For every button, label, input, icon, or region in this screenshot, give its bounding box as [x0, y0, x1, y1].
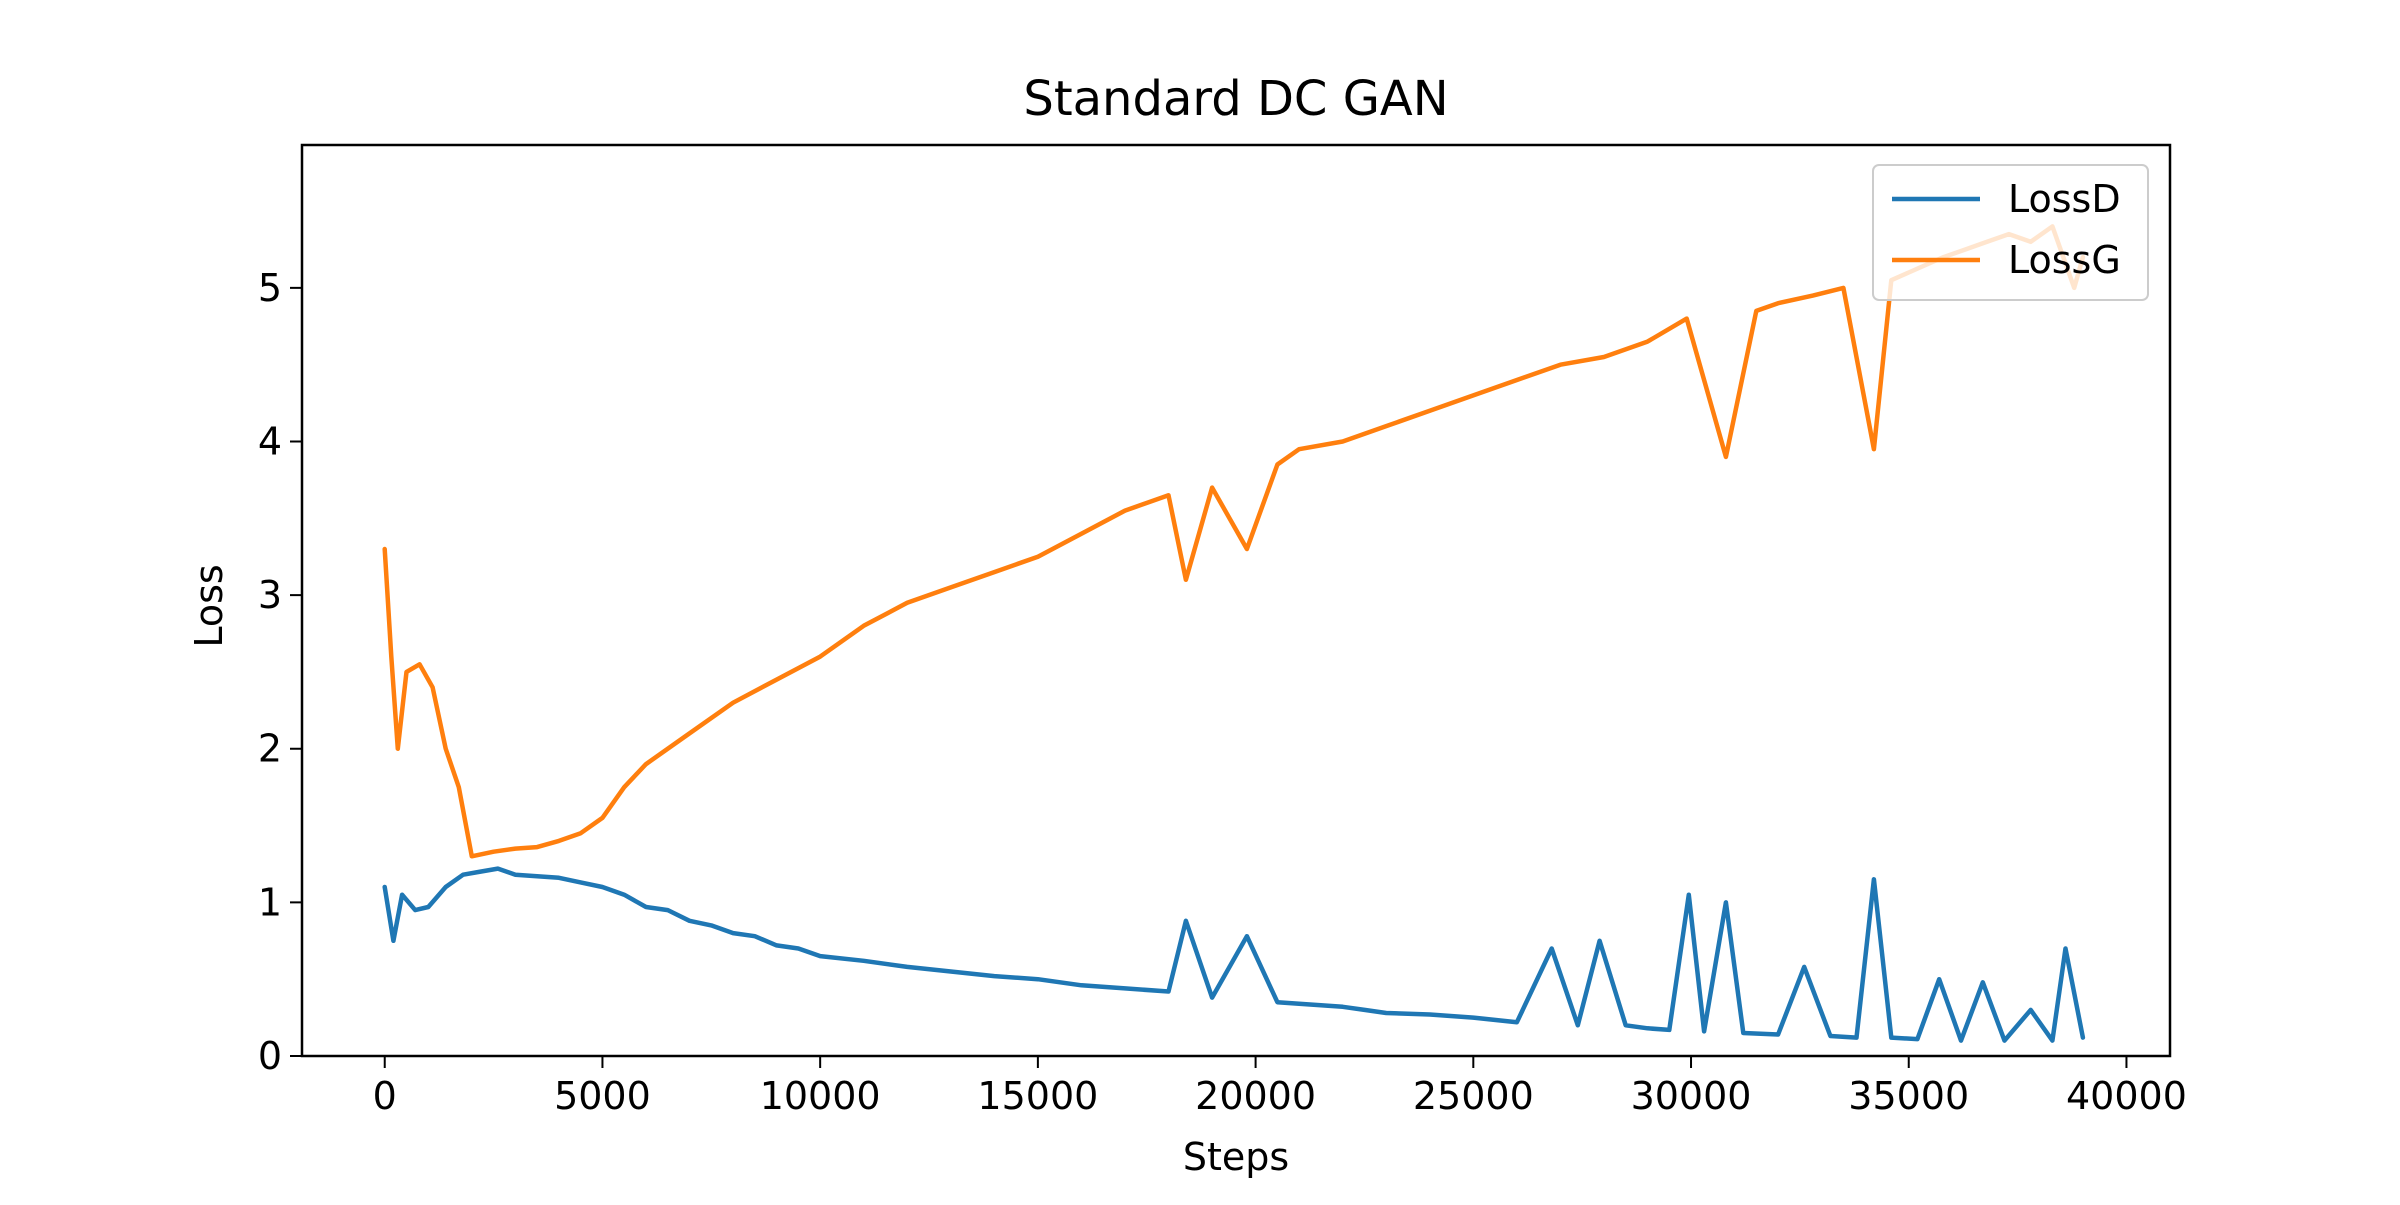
x-tick-label: 5000 [554, 1074, 651, 1118]
x-axis-label: Steps [1183, 1135, 1289, 1179]
series-lines [382, 224, 2086, 1043]
y-axis-ticks: 0 1 2 3 4 5 [258, 266, 302, 1078]
y-tick-label: 4 [258, 419, 282, 463]
x-tick-label: 15000 [977, 1074, 1098, 1118]
x-axis-ticks: 0 5000 10000 15000 20000 25000 30000 35000 40000 [373, 1056, 2187, 1118]
y-tick-label: 0 [258, 1034, 282, 1078]
x-tick-label: 20000 [1195, 1074, 1316, 1118]
legend: LossD LossG [1872, 164, 2149, 301]
y-tick-label: 2 [258, 727, 282, 771]
y-tick-label: 3 [258, 573, 282, 617]
x-tick-label: 30000 [1631, 1074, 1752, 1118]
legend-label-lossd: LossD [2008, 177, 2121, 221]
x-tick-label: 10000 [760, 1074, 881, 1118]
series-line-lossd [382, 866, 2086, 1043]
y-tick-label: 1 [258, 880, 282, 924]
legend-label-lossg: LossG [2008, 238, 2121, 282]
x-tick-label: 0 [373, 1074, 397, 1118]
x-tick-label: 25000 [1413, 1074, 1534, 1118]
plot-area-frame [300, 143, 2172, 1058]
y-tick-label: 5 [258, 266, 282, 310]
x-tick-label: 35000 [1848, 1074, 1969, 1118]
x-tick-label: 40000 [2066, 1074, 2187, 1118]
y-axis-label: Loss [187, 564, 231, 647]
series-line-lossg [382, 224, 2086, 859]
chart-title: Standard DC GAN [1023, 71, 1448, 127]
